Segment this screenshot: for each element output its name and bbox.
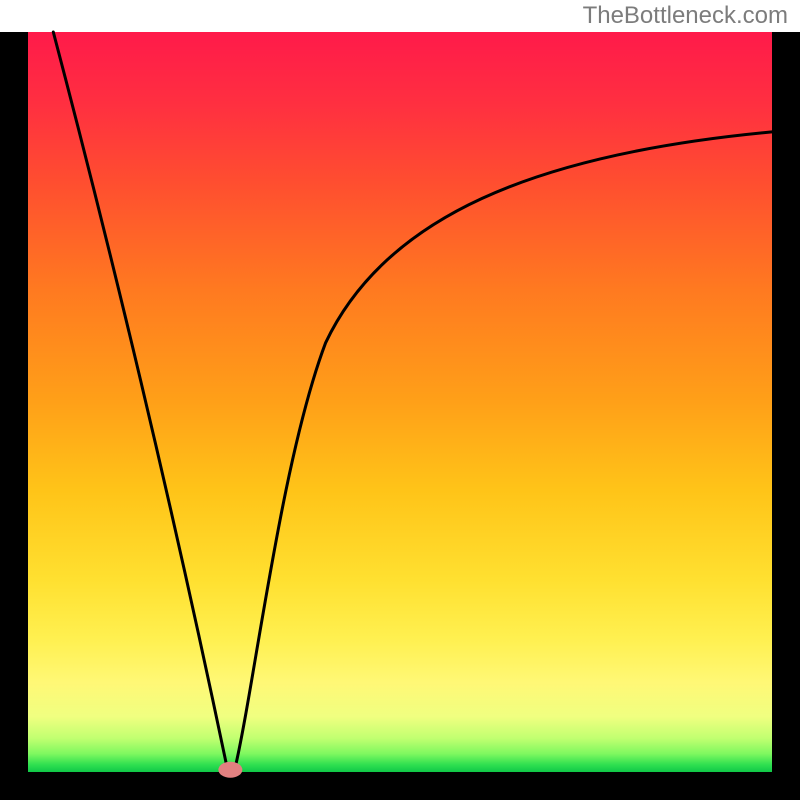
figure-root: TheBottleneck.com <box>0 0 800 800</box>
watermark-text: TheBottleneck.com <box>583 2 788 30</box>
min-marker <box>218 762 242 778</box>
plot-svg <box>0 0 800 800</box>
